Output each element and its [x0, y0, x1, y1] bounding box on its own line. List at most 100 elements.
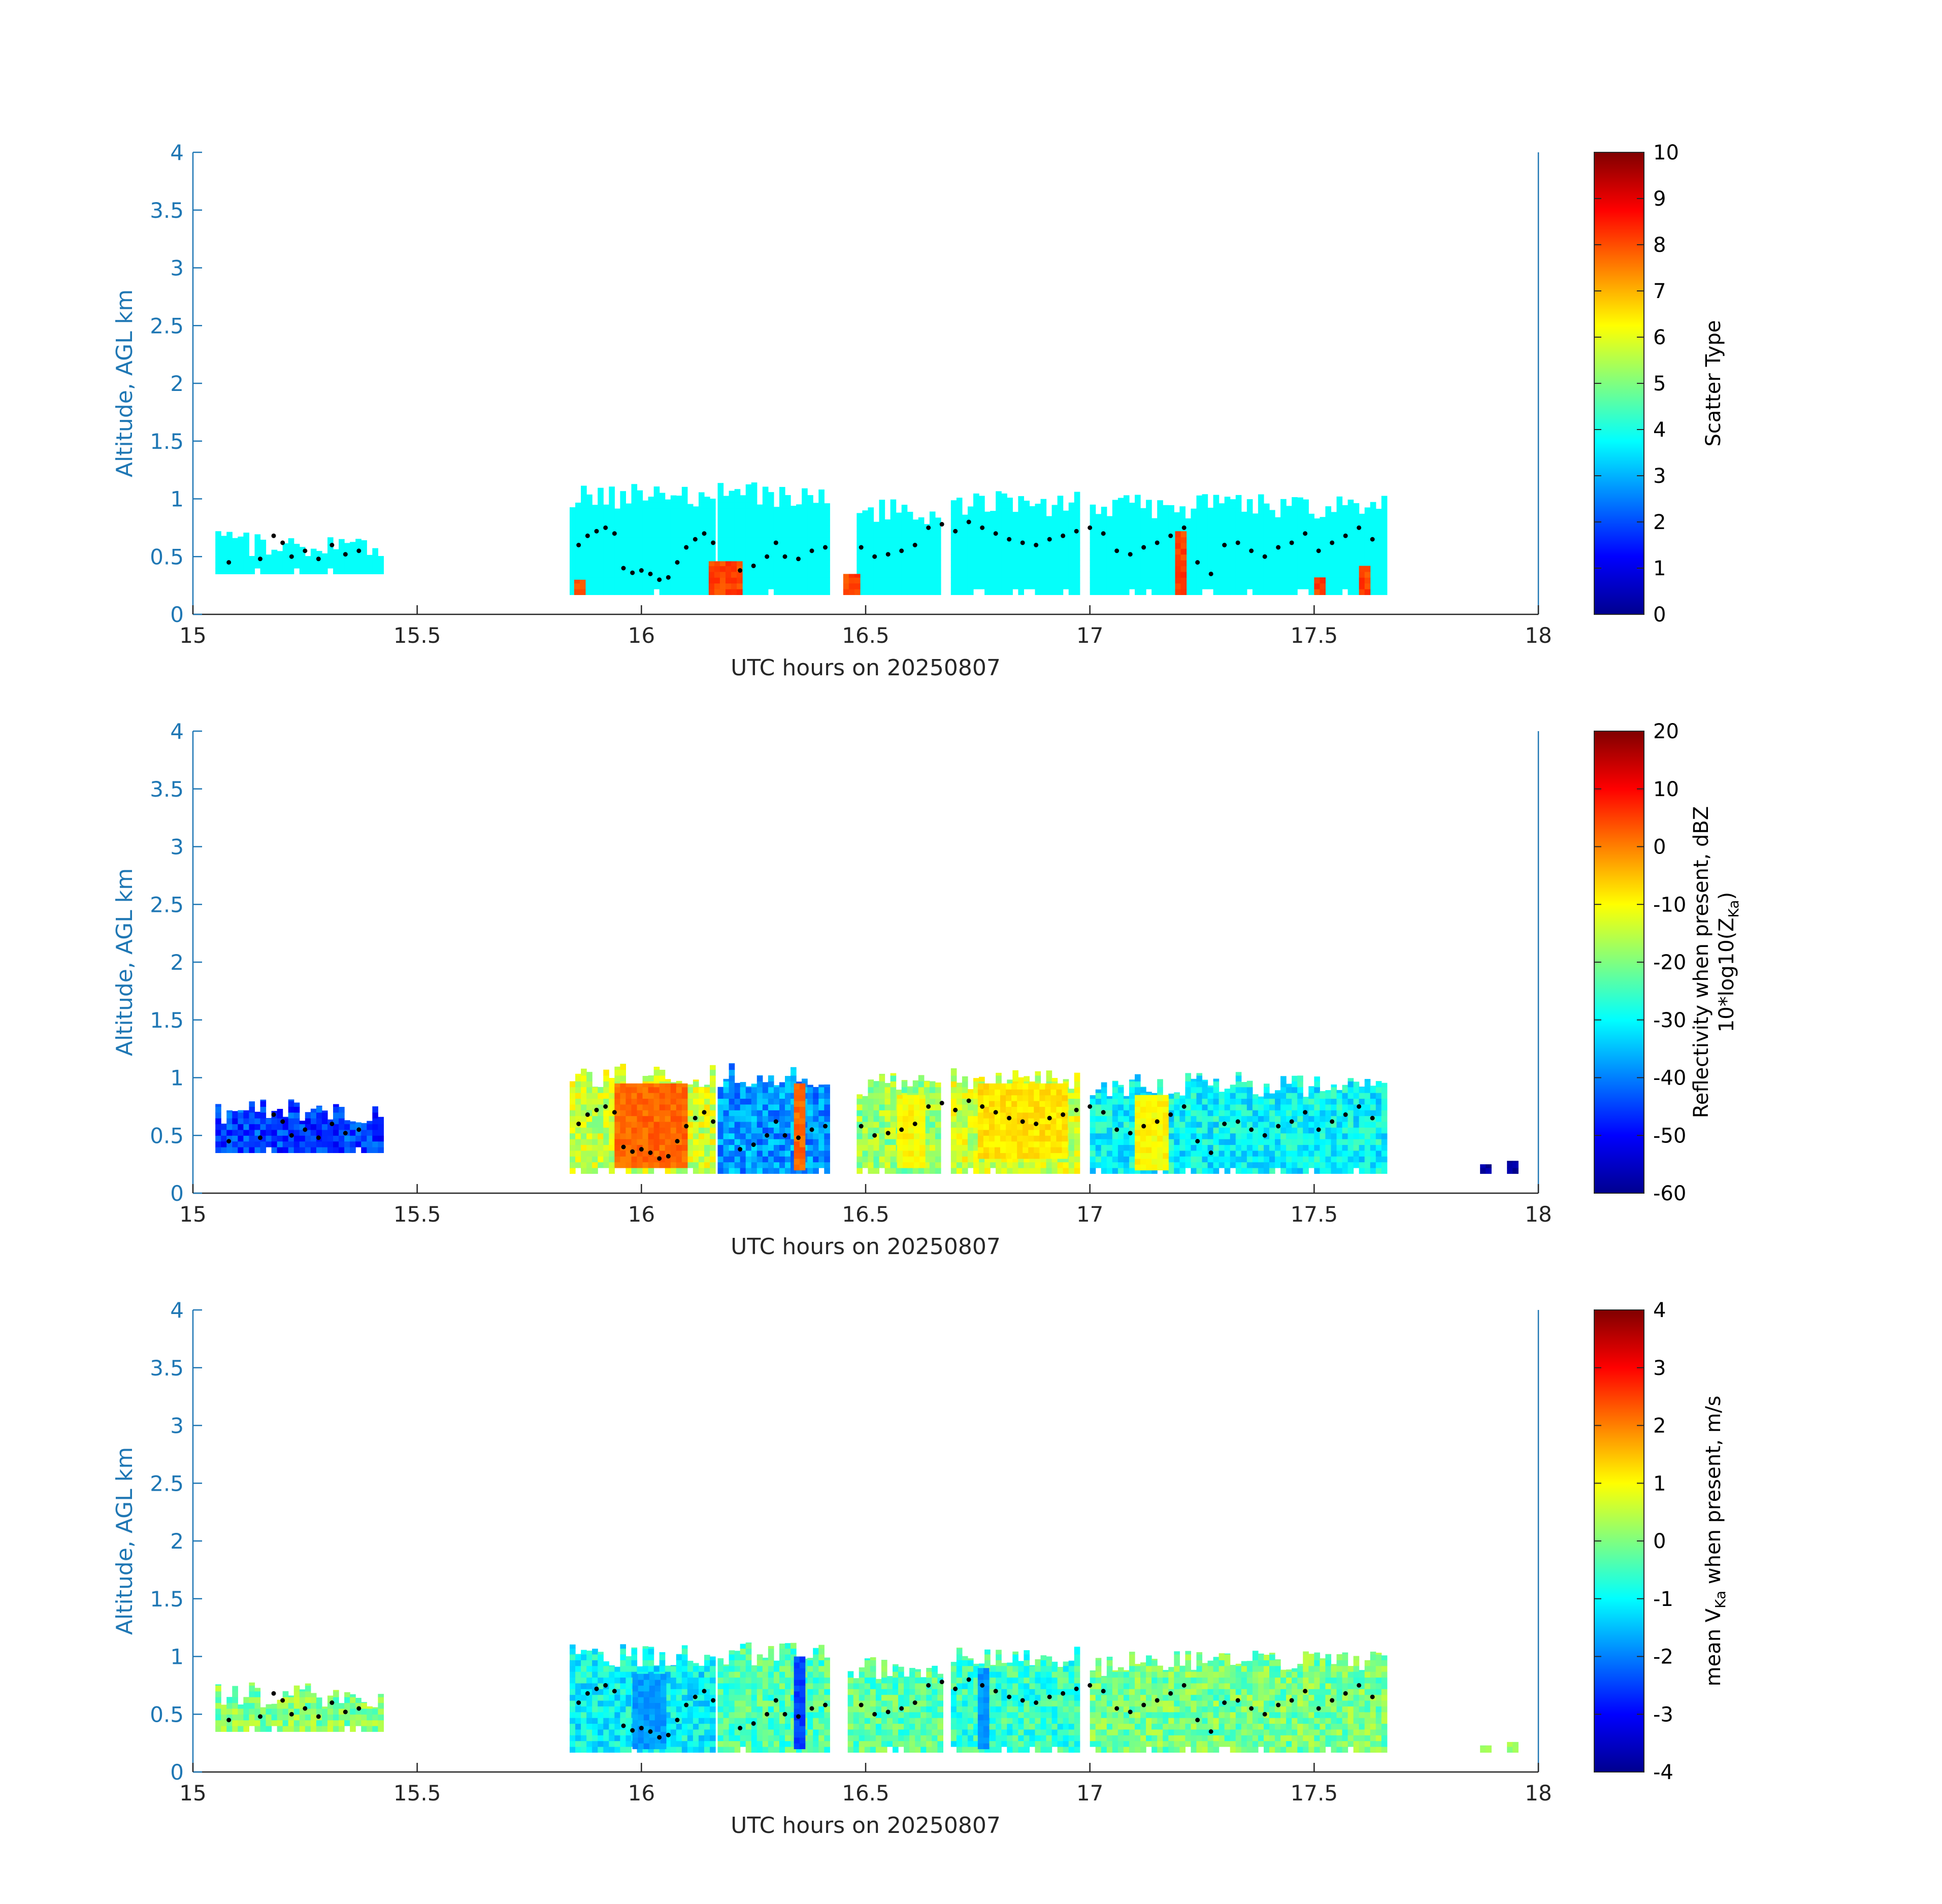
heatmap-cell — [1157, 525, 1163, 532]
heatmap-cell — [1018, 588, 1024, 595]
heatmap-cell — [818, 1115, 825, 1122]
heatmap-cell — [802, 514, 808, 520]
heatmap-cell — [734, 490, 741, 497]
heatmap-cell — [1219, 1139, 1225, 1145]
heatmap-cell — [1001, 554, 1007, 561]
heatmap-cell — [929, 1127, 936, 1134]
heatmap-cell — [950, 531, 957, 538]
heatmap-cell — [1101, 566, 1107, 572]
accent-cell — [1180, 554, 1187, 561]
heatmap-cell — [1381, 588, 1388, 595]
heatmap-cell — [586, 542, 593, 549]
heatmap-cell — [824, 1162, 830, 1168]
heatmap-cell — [1163, 525, 1169, 532]
heatmap-cell — [321, 1118, 328, 1125]
heatmap-cell — [868, 519, 874, 526]
heatmap-cell — [1292, 1081, 1298, 1088]
heatmap-cell — [1024, 1076, 1030, 1081]
heatmap-cell — [1275, 1104, 1281, 1110]
heatmap-cell — [1370, 566, 1376, 572]
heatmap-cell — [665, 499, 671, 503]
heatmap-cell — [807, 1115, 813, 1122]
heatmap-cell — [740, 1093, 746, 1099]
heatmap-cell — [1179, 1167, 1186, 1174]
heatmap-cell — [249, 1112, 255, 1119]
heatmap-cell — [1196, 496, 1203, 503]
heatmap-cell — [1241, 537, 1247, 543]
heatmap-cell — [884, 571, 891, 578]
heatmap-cell — [704, 1139, 710, 1145]
heatmap-cell — [1007, 566, 1013, 572]
heatmap-cell — [973, 560, 979, 567]
heatmap-cell — [1252, 1150, 1259, 1157]
heatmap-cell — [659, 548, 666, 555]
heatmap-cell — [1280, 1150, 1287, 1157]
heatmap-cell — [1347, 588, 1354, 595]
accent-cell — [1320, 577, 1326, 584]
heatmap-cell — [762, 1127, 769, 1134]
heatmap-cell — [873, 588, 880, 595]
heatmap-cell — [1101, 1093, 1107, 1099]
heatmap-cell — [367, 1135, 373, 1142]
heatmap-cell — [756, 504, 763, 509]
heatmap-cell — [1123, 1139, 1130, 1145]
heatmap-cell — [950, 1139, 957, 1145]
heatmap-cell — [1095, 548, 1102, 555]
heatmap-cell — [924, 524, 930, 526]
heatmap-cell — [935, 525, 941, 532]
heatmap-cell — [762, 571, 769, 578]
heatmap-cell — [609, 548, 615, 555]
heatmap-cell — [1095, 588, 1102, 595]
heatmap-cell — [1090, 1127, 1096, 1134]
heatmap-cell — [378, 562, 384, 569]
heatmap-cell — [327, 1147, 334, 1153]
heatmap-cell — [1331, 1127, 1337, 1134]
heatmap-cell — [873, 1127, 880, 1134]
heatmap-cell — [779, 560, 785, 567]
heatmap-cell — [1057, 554, 1064, 561]
heatmap-cell — [344, 543, 350, 546]
heatmap-cell — [890, 1110, 897, 1117]
heatmap-cell — [1219, 1162, 1225, 1168]
heatmap-cell — [232, 538, 238, 540]
heatmap-cell — [1336, 1093, 1343, 1099]
heatmap-cell — [1325, 537, 1332, 543]
heatmap-cell — [609, 1167, 615, 1174]
heatmap-cell — [238, 568, 244, 574]
heatmap-cell — [1074, 577, 1080, 584]
heatmap-cell — [950, 1087, 957, 1093]
heatmap-cell — [956, 1156, 963, 1163]
heatmap-cell — [1074, 514, 1080, 520]
heatmap-cell — [873, 531, 880, 538]
heatmap-cell — [884, 1093, 891, 1099]
heatmap-cell — [1057, 525, 1064, 532]
heatmap-cell — [1090, 571, 1096, 578]
heatmap-cell — [687, 1087, 694, 1093]
heatmap-cell — [879, 1075, 885, 1081]
heatmap-cell — [288, 562, 294, 569]
cloud-top-dot — [1141, 545, 1146, 550]
heatmap-cell — [581, 566, 587, 572]
heatmap-cell — [1336, 566, 1343, 572]
heatmap-cell — [1095, 525, 1102, 532]
heatmap-cell — [884, 588, 891, 595]
heatmap-cell — [935, 1093, 941, 1099]
heatmap-cell — [704, 1093, 710, 1099]
heatmap-cell — [717, 1162, 724, 1168]
heatmap-cell — [1280, 1162, 1287, 1168]
heatmap-cell — [1213, 1121, 1220, 1128]
heatmap-cell — [740, 566, 746, 572]
heatmap-cell — [756, 554, 763, 561]
heatmap-cell — [1202, 1139, 1208, 1145]
heatmap-cell — [1063, 519, 1069, 526]
heatmap-cell — [1191, 1087, 1197, 1093]
heatmap-cell — [1280, 519, 1287, 526]
heatmap-cell — [254, 545, 261, 551]
heatmap-cell — [372, 1112, 378, 1119]
heatmap-cell — [973, 1139, 979, 1145]
heatmap-cell — [570, 566, 576, 572]
heatmap-cell — [1336, 537, 1343, 543]
heatmap-cell — [614, 1066, 620, 1070]
heatmap-cell — [1018, 525, 1024, 532]
heatmap-cell — [745, 1162, 752, 1168]
